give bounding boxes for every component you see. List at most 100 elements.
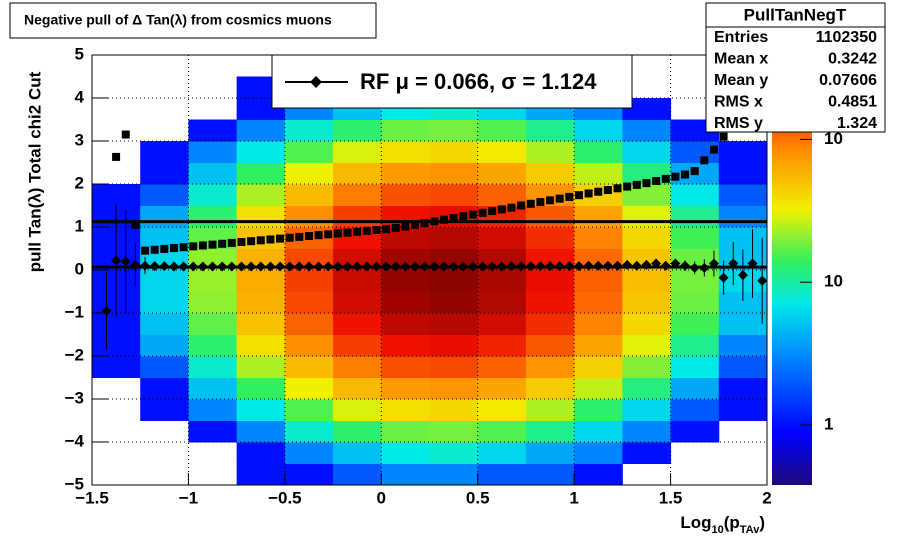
diamond-marker bbox=[680, 260, 691, 271]
heatmap-cell bbox=[670, 227, 720, 249]
y-tick-label: −2 bbox=[65, 345, 84, 364]
heatmap-cell bbox=[622, 464, 671, 486]
diamond-marker bbox=[130, 259, 141, 270]
diamond-marker bbox=[651, 258, 662, 269]
square-marker bbox=[208, 240, 217, 249]
heatmap-cell bbox=[574, 313, 623, 335]
heatmap-cell bbox=[188, 313, 238, 335]
heatmap-cell bbox=[574, 205, 623, 228]
diamond-marker bbox=[593, 260, 604, 271]
heatmap-cell bbox=[525, 119, 575, 142]
heatmap-cell bbox=[92, 356, 141, 378]
heatmap-cell bbox=[718, 313, 768, 335]
diamond-marker bbox=[670, 258, 681, 269]
diamond-marker bbox=[602, 260, 613, 271]
heatmap-cell bbox=[333, 399, 382, 421]
heatmap-cell bbox=[670, 205, 720, 228]
heatmap-cell bbox=[236, 420, 286, 443]
square-marker bbox=[449, 213, 458, 222]
heatmap-cell bbox=[381, 420, 430, 443]
diamond-marker bbox=[390, 261, 401, 272]
heatmap-cell bbox=[333, 184, 382, 206]
diamond-marker bbox=[168, 261, 179, 272]
heatmap-cell bbox=[719, 464, 768, 486]
diamond-marker bbox=[516, 261, 527, 272]
heatmap-cell bbox=[622, 205, 672, 228]
heatmap-cell bbox=[718, 162, 768, 185]
heatmap-cell bbox=[92, 120, 141, 142]
legend-text: RF μ = 0.066, σ = 1.124 bbox=[360, 69, 597, 94]
square-marker bbox=[439, 215, 448, 224]
heatmap-cell bbox=[429, 399, 479, 421]
heatmap-cell bbox=[236, 291, 286, 314]
heatmap-cell bbox=[92, 399, 141, 421]
stats-label: RMS x bbox=[714, 94, 763, 111]
heatmap-cell bbox=[188, 377, 238, 400]
heatmap-cell bbox=[381, 463, 430, 486]
diamond-marker bbox=[438, 261, 449, 272]
y-axis-label: pull Tan(λ) Total chi2 Cut bbox=[25, 71, 44, 272]
heatmap-cell bbox=[188, 334, 238, 357]
x-tick-label: 0 bbox=[377, 488, 386, 507]
square-marker bbox=[324, 230, 333, 239]
stats-title: PullTanNegT bbox=[744, 5, 847, 24]
heatmap-cell bbox=[477, 420, 527, 443]
heatmap-cell bbox=[574, 119, 623, 142]
square-marker bbox=[304, 232, 313, 241]
heatmap-cell bbox=[525, 141, 575, 163]
heatmap-cell bbox=[622, 291, 672, 314]
heatmap-cell bbox=[574, 399, 623, 421]
heatmap-cell bbox=[236, 334, 286, 357]
heatmap-cell bbox=[719, 442, 768, 464]
heatmap-cell bbox=[284, 442, 334, 464]
heatmap-cell bbox=[574, 227, 623, 249]
heatmap-cell bbox=[284, 334, 334, 357]
square-marker bbox=[584, 189, 593, 198]
heatmap-cell bbox=[670, 291, 720, 314]
heatmap-cell bbox=[140, 55, 189, 77]
square-marker bbox=[362, 226, 371, 235]
heatmap-cell bbox=[718, 184, 768, 206]
diamond-marker bbox=[506, 261, 517, 272]
heatmap-cell bbox=[574, 291, 623, 314]
heatmap-cell bbox=[718, 356, 768, 378]
heatmap-cell bbox=[574, 420, 623, 443]
y-tick-label: 2 bbox=[75, 173, 84, 192]
diamond-marker bbox=[458, 261, 469, 272]
heatmap-cell bbox=[670, 377, 720, 400]
heatmap-cell bbox=[236, 184, 286, 206]
heatmap-cell bbox=[477, 184, 527, 206]
heatmap-cell bbox=[381, 334, 430, 357]
heatmap-cell bbox=[381, 399, 430, 421]
heatmap-cell bbox=[718, 377, 768, 400]
heatmap-cell bbox=[574, 442, 623, 464]
square-marker bbox=[536, 198, 545, 207]
square-marker bbox=[160, 244, 169, 253]
square-marker bbox=[507, 203, 516, 212]
diamond-marker bbox=[246, 261, 257, 272]
diamond-marker bbox=[564, 261, 575, 272]
y-tick-label: 1 bbox=[75, 216, 84, 235]
heatmap-cell bbox=[284, 119, 334, 142]
heatmap-cell bbox=[284, 399, 334, 421]
stats-value: 0.4851 bbox=[828, 94, 877, 111]
diamond-marker bbox=[159, 261, 170, 272]
square-marker bbox=[343, 228, 352, 237]
square-marker bbox=[555, 194, 564, 203]
heatmap-cell bbox=[525, 463, 575, 486]
square-marker bbox=[131, 220, 140, 229]
square-marker bbox=[671, 172, 680, 181]
heatmap-cell bbox=[333, 442, 382, 464]
square-marker bbox=[488, 207, 497, 216]
heatmap-cell bbox=[525, 291, 575, 314]
heatmap-cell bbox=[284, 162, 334, 185]
diamond-marker bbox=[689, 262, 700, 273]
square-marker bbox=[594, 187, 603, 196]
heatmap-cell bbox=[525, 205, 575, 228]
heatmap-cell bbox=[381, 377, 430, 400]
heatmap-cell bbox=[719, 421, 768, 443]
diamond-marker bbox=[747, 258, 758, 269]
heatmap-cell bbox=[381, 442, 430, 464]
square-marker bbox=[198, 241, 207, 250]
x-tick-label: −0.5 bbox=[268, 488, 302, 507]
